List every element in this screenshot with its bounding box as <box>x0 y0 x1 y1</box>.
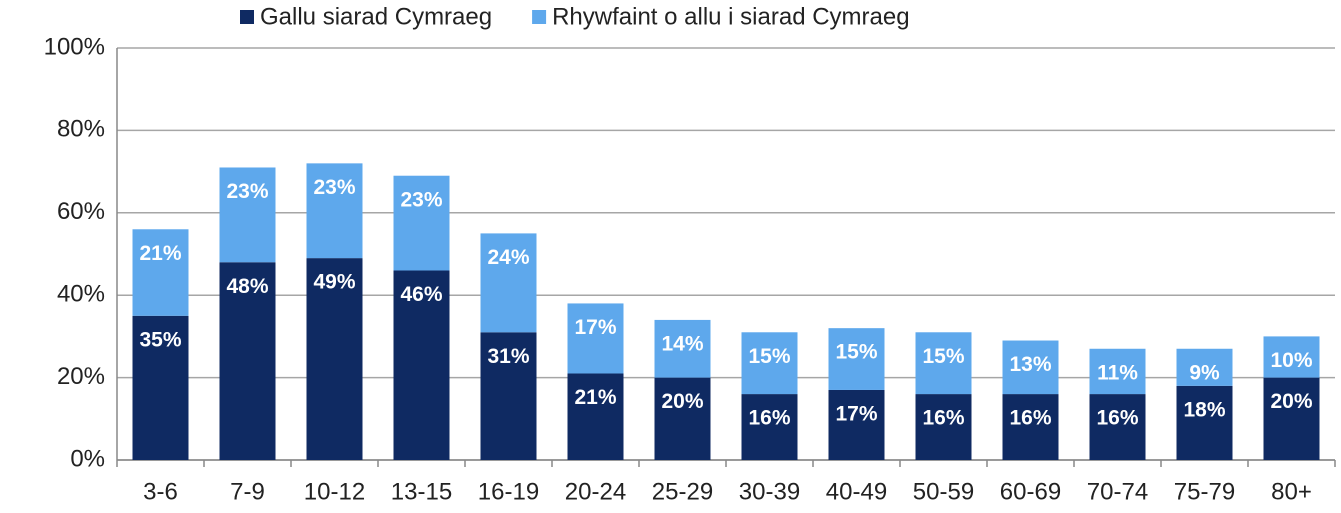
x-tick-label: 25-29 <box>652 478 713 505</box>
x-tick-label: 75-79 <box>1174 478 1235 505</box>
bar-segment <box>915 394 972 460</box>
data-label: 16% <box>748 407 790 430</box>
data-label: 9% <box>1189 361 1220 384</box>
x-tick-label: 80+ <box>1271 478 1312 505</box>
x-tick-label: 60-69 <box>1000 478 1061 505</box>
data-label: 35% <box>139 328 181 351</box>
data-label: 16% <box>1096 407 1138 430</box>
data-label: 15% <box>748 345 790 368</box>
x-tick-label: 7-9 <box>230 478 265 505</box>
bar-segment <box>219 167 276 263</box>
data-label: 13% <box>1009 353 1051 376</box>
bar-segment <box>306 258 363 460</box>
x-tick-label: 70-74 <box>1087 478 1148 505</box>
x-tick-label: 40-49 <box>826 478 887 505</box>
x-tick-label: 10-12 <box>304 478 365 505</box>
x-tick-label: 20-24 <box>565 478 626 505</box>
bar-segment <box>654 377 711 460</box>
data-label: 20% <box>661 390 703 413</box>
bar-segment <box>393 175 450 271</box>
y-tick-label: 100% <box>44 33 105 60</box>
bar-segment <box>567 373 624 460</box>
bar-segment <box>1263 377 1320 460</box>
x-tick-label: 16-19 <box>478 478 539 505</box>
bar-segment <box>1089 348 1146 395</box>
bar-segment <box>567 303 624 374</box>
legend-label: Gallu siarad Cymraeg <box>260 3 492 30</box>
data-label: 15% <box>835 341 877 364</box>
data-label: 10% <box>1270 349 1312 372</box>
bar-segment <box>828 389 885 460</box>
bar-segment <box>219 262 276 460</box>
data-label: 11% <box>1097 361 1138 384</box>
x-tick-label: 30-39 <box>739 478 800 505</box>
data-label: 21% <box>139 242 181 265</box>
y-tick-label: 80% <box>57 116 105 143</box>
data-label: 16% <box>1009 407 1051 430</box>
bar-segment <box>1176 385 1233 460</box>
bar-segment <box>306 163 363 259</box>
bar-segment <box>1002 394 1059 460</box>
data-label: 14% <box>661 332 703 355</box>
y-tick-label: 0% <box>70 445 105 472</box>
bar-segment <box>828 328 885 390</box>
data-label: 31% <box>487 345 529 368</box>
bar-segment <box>1089 394 1146 460</box>
y-tick-label: 60% <box>57 198 105 225</box>
data-label: 21% <box>574 386 616 409</box>
bar-segment <box>480 332 537 460</box>
x-tick-label: 50-59 <box>913 478 974 505</box>
data-label: 18% <box>1183 398 1225 421</box>
bar-segment <box>741 332 798 395</box>
data-label: 15% <box>922 345 964 368</box>
y-tick-label: 20% <box>57 363 105 390</box>
bar-segment <box>915 332 972 395</box>
data-label: 17% <box>574 316 616 339</box>
x-tick-label: 3-6 <box>143 478 178 505</box>
legend-swatch <box>240 10 254 24</box>
data-label: 23% <box>313 176 355 199</box>
data-label: 20% <box>1270 390 1312 413</box>
data-label: 23% <box>400 188 442 211</box>
data-label: 24% <box>487 246 529 269</box>
bar-segment <box>1263 336 1320 378</box>
bar-segment <box>393 270 450 460</box>
legend-swatch <box>532 10 547 24</box>
data-label: 23% <box>226 180 268 203</box>
legend-label: Rhywfaint o allu i siarad Cymraeg <box>552 3 909 30</box>
data-label: 49% <box>313 271 355 294</box>
bar-segment <box>132 315 189 460</box>
x-tick-label: 13-15 <box>391 478 452 505</box>
data-label: 46% <box>400 283 442 306</box>
bar-segment <box>1002 340 1059 395</box>
bar-segment <box>480 233 537 333</box>
bar-segment <box>741 394 798 460</box>
bar-segment <box>1176 348 1233 386</box>
data-label: 16% <box>922 407 964 430</box>
data-label: 17% <box>835 403 877 426</box>
data-label: 48% <box>226 275 268 298</box>
bar-segment <box>654 319 711 378</box>
bar-segment <box>132 229 189 316</box>
y-tick-label: 40% <box>57 281 105 308</box>
